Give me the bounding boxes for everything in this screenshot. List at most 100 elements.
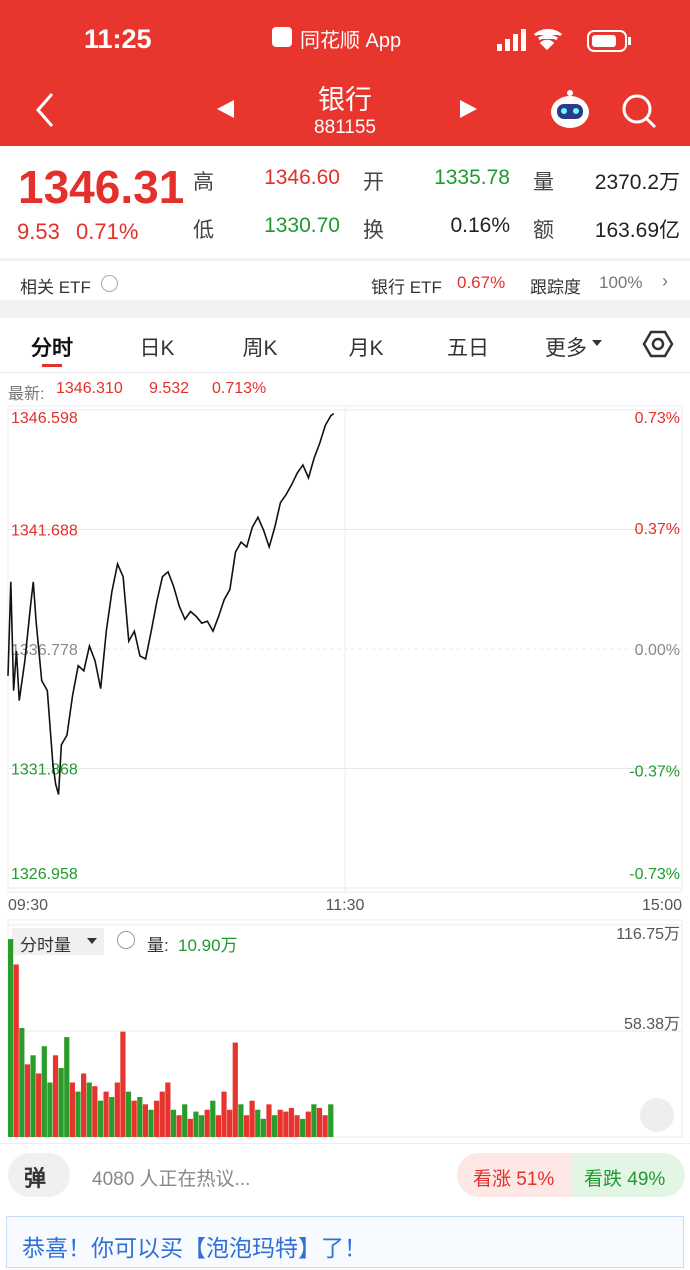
stat-value: 2370.2万 [594,171,680,194]
volume-bar [97,1100,104,1137]
banner[interactable] [6,1216,684,1268]
latest-price: 1346.310 [56,380,123,397]
info-icon[interactable] [101,275,118,292]
x-tick-label: 15:00 [642,897,682,914]
volume-bar [125,1091,132,1137]
volume-bar [176,1115,182,1137]
back-button[interactable] [30,90,60,130]
volume-bar [288,1107,295,1137]
volume-bar [36,1073,42,1137]
stat-value: 1335.78 [434,166,510,189]
etf-name[interactable]: 银行 ETF [371,278,442,297]
stat-value: 163.69亿 [594,219,680,242]
expand-button[interactable] [640,1098,674,1132]
stat-label: 换 [363,219,384,242]
tab[interactable]: 日K [139,337,175,360]
volume-bar [92,1086,98,1137]
danmu-button[interactable] [8,1153,70,1197]
bull-label[interactable]: 看涨 51% [473,1169,555,1190]
volume-bar [204,1109,210,1137]
tab[interactable]: 更多 [545,337,587,360]
volume-bar [30,1055,36,1137]
bull-button[interactable] [457,1153,571,1197]
volume-bar [154,1100,160,1137]
volume-bar [137,1097,143,1137]
danmu-label[interactable]: 弹 [24,1166,47,1191]
x-tick-label: 09:30 [8,897,48,914]
change: 9.53 [17,219,60,244]
status-icons [497,28,631,52]
volume-bar [255,1109,261,1137]
latest-pct: 0.713% [212,380,267,397]
divider [0,372,690,373]
stat-label: 开 [363,171,384,194]
volume-bar [221,1091,227,1137]
banner-text[interactable]: 恭喜！你可以买【泡泡玛特】了！ [22,1235,367,1261]
bear-label[interactable]: 看跌 49% [584,1169,666,1190]
etf-label: 相关 ETF [20,278,91,297]
latest-label: 最新: [8,386,45,403]
chevron[interactable]: › [662,271,668,291]
stat-label: 额 [533,219,554,242]
y-tick-label: 1331.868 [11,762,78,779]
volume-bar [215,1115,222,1137]
volume-bar [210,1100,216,1137]
divider [0,258,690,261]
volume-bar [103,1091,109,1137]
volume-bar [316,1107,323,1137]
discussing: 4080 人正在热议... [92,1169,251,1190]
dropdown-arrow [87,938,97,944]
volume-bar [170,1109,177,1137]
price-line [7,412,335,795]
app-header: 11:25 同花顺 App 银行 881155 [0,0,690,146]
volume-bar [266,1104,272,1137]
volume-bar [13,964,19,1137]
tab[interactable]: 周K [242,337,278,360]
prev-button[interactable] [214,98,236,120]
status-app: 同花顺 App [300,30,402,52]
y-tick-label: 116.75万 [616,926,680,943]
volume-bar [64,1037,70,1137]
volume-title[interactable]: 分时量 [20,936,71,955]
search-button[interactable] [620,92,660,132]
volume-bar [305,1111,311,1137]
volume-bar [283,1111,289,1137]
volume-bar [165,1082,171,1137]
volume-bar [311,1104,317,1137]
volume-bar [47,1082,53,1137]
volume-bar [243,1115,250,1137]
volume-bar [86,1082,92,1137]
volume-bar [277,1109,283,1137]
x-tick-label: 11:30 [326,897,365,914]
tab[interactable]: 五日 [447,337,489,360]
settings-button[interactable] [642,328,674,360]
volume-bar [300,1118,306,1137]
gap [0,300,690,318]
volume-bar [109,1097,115,1137]
volume-bar [24,1064,31,1137]
tab[interactable]: 月K [348,337,384,360]
robot-button[interactable] [548,88,592,132]
plot-frame [7,919,683,1138]
volume-bar [8,939,14,1137]
volume-bar [238,1104,244,1137]
volume-bar [198,1115,205,1137]
volume-bar [19,1028,25,1137]
y2-tick-label: 0.00% [635,642,680,659]
volume-bar [52,1055,59,1137]
bear-button[interactable] [571,1153,685,1197]
tab[interactable]: 分时 [31,337,73,360]
stat-value: 1330.70 [264,214,340,237]
tab-indicator [42,364,62,367]
volume-bar [271,1115,278,1137]
volume-bar [227,1109,233,1137]
next-button[interactable] [458,98,480,120]
volume-bar [328,1104,334,1137]
app-icon [272,27,292,47]
volume-bar [232,1042,238,1137]
volume-bar [148,1109,154,1137]
info-icon[interactable] [117,931,135,949]
volume-bar [187,1118,193,1137]
volume-bar [182,1104,188,1137]
